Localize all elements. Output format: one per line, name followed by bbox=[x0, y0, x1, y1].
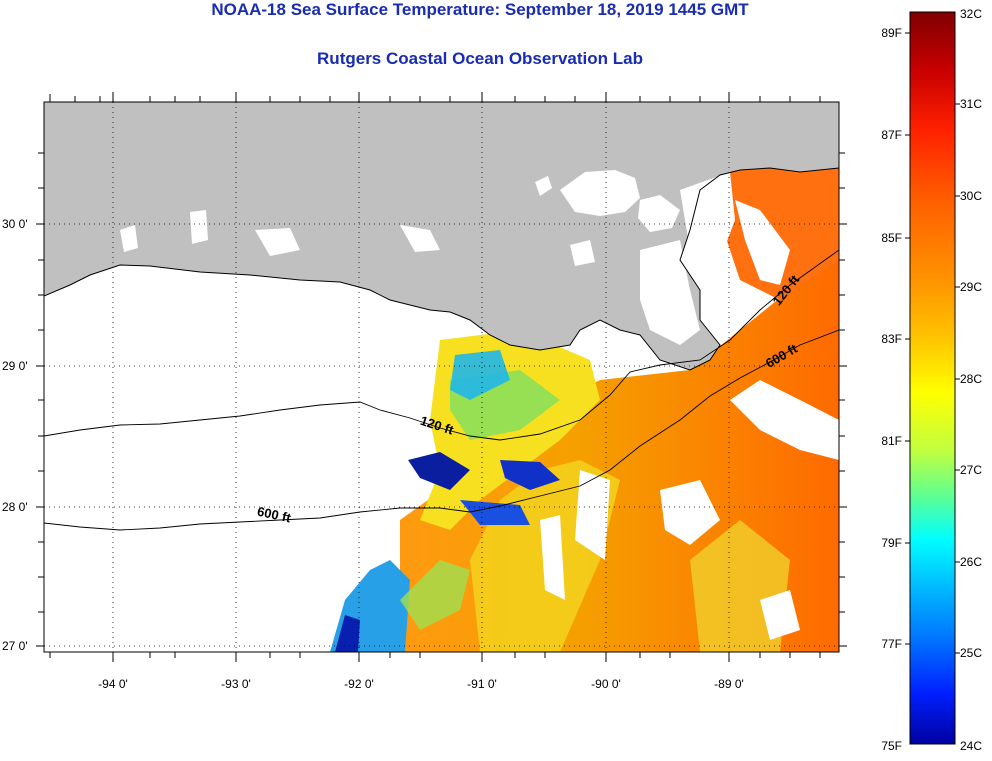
lon-label-90: -90 0' bbox=[591, 677, 621, 691]
colorbar-f-77: 77F bbox=[881, 637, 902, 651]
colorbar-f-85: 85F bbox=[881, 231, 902, 245]
colorbar-c-29: 29C bbox=[960, 280, 982, 294]
map-subtitle: Rutgers Coastal Ocean Observation Lab bbox=[317, 49, 643, 68]
sst-northeast bbox=[720, 165, 839, 300]
lon-label-89: -89 0' bbox=[714, 677, 744, 691]
sst-blue-patch-3 bbox=[460, 500, 530, 525]
map-title: NOAA-18 Sea Surface Temperature: Septemb… bbox=[211, 0, 749, 19]
delta-water bbox=[640, 240, 700, 345]
cloud-northeast bbox=[735, 200, 790, 285]
lat-label-28: 28 0' bbox=[2, 500, 28, 514]
colorbar-f-87: 87F bbox=[881, 128, 902, 142]
lat-label-27: 27 0' bbox=[2, 639, 28, 653]
colorbar-f-81: 81F bbox=[881, 434, 902, 448]
lake-pontchartrain bbox=[560, 170, 640, 216]
sst-cyan-patch bbox=[450, 350, 510, 400]
colorbar-c-32: 32C bbox=[960, 7, 982, 21]
colorbar-c-30: 30C bbox=[960, 189, 982, 203]
lake-sabine bbox=[190, 210, 208, 244]
lake-maurepas bbox=[535, 176, 552, 196]
marsh-west bbox=[255, 228, 300, 256]
colorbar-f-89: 89F bbox=[881, 26, 902, 40]
lat-label-29: 29 0' bbox=[2, 359, 28, 373]
land-mass bbox=[44, 102, 839, 370]
cloud-east bbox=[730, 380, 839, 460]
colorbar-c-28: 28C bbox=[960, 372, 982, 386]
colorbar: 89F 87F 85F 83F 81F 79F 77F 75F 32C 31C … bbox=[881, 7, 982, 753]
plot-frame bbox=[43, 101, 840, 653]
colorbar-f-79: 79F bbox=[881, 536, 902, 550]
graticule bbox=[44, 102, 839, 652]
contour-label-600ft-west: 600 ft bbox=[256, 504, 293, 526]
cloud-east-3 bbox=[760, 590, 800, 640]
colorbar-f-83: 83F bbox=[881, 332, 902, 346]
frame-ticks bbox=[36, 92, 847, 662]
lake-borgne bbox=[638, 195, 680, 232]
sst-green-southwest bbox=[400, 560, 470, 630]
lon-label-92: -92 0' bbox=[344, 677, 374, 691]
lat-label-30: 30 0' bbox=[2, 217, 28, 231]
colorbar-c-25: 25C bbox=[960, 646, 982, 660]
colorbar-c-26: 26C bbox=[960, 555, 982, 569]
marsh-2 bbox=[400, 225, 440, 252]
colorbar-f-75: 75F bbox=[881, 739, 902, 753]
sst-blue-patch-1 bbox=[408, 452, 470, 490]
cloud-central-1 bbox=[575, 470, 610, 560]
colorbar-c-27: 27C bbox=[960, 463, 982, 477]
contour-600ft bbox=[44, 329, 839, 531]
lon-label-93: -93 0' bbox=[221, 677, 251, 691]
colorbar-c-24: 24C bbox=[960, 739, 982, 753]
sst-blue-southwest bbox=[335, 615, 360, 652]
lon-label-94: -94 0' bbox=[98, 677, 128, 691]
lon-label-91: -91 0' bbox=[467, 677, 497, 691]
colorbar-ramp bbox=[909, 11, 956, 745]
colorbar-c-31: 31C bbox=[960, 97, 982, 111]
contour-120ft-west bbox=[44, 249, 839, 441]
cloud-central-2 bbox=[540, 515, 565, 600]
lake-calcasieu bbox=[120, 225, 138, 252]
coastline bbox=[44, 167, 839, 371]
marsh-central bbox=[570, 240, 595, 266]
marsh-east bbox=[680, 172, 735, 280]
cloud-east-2 bbox=[660, 480, 720, 545]
sst-blue-patch-2 bbox=[500, 460, 560, 490]
